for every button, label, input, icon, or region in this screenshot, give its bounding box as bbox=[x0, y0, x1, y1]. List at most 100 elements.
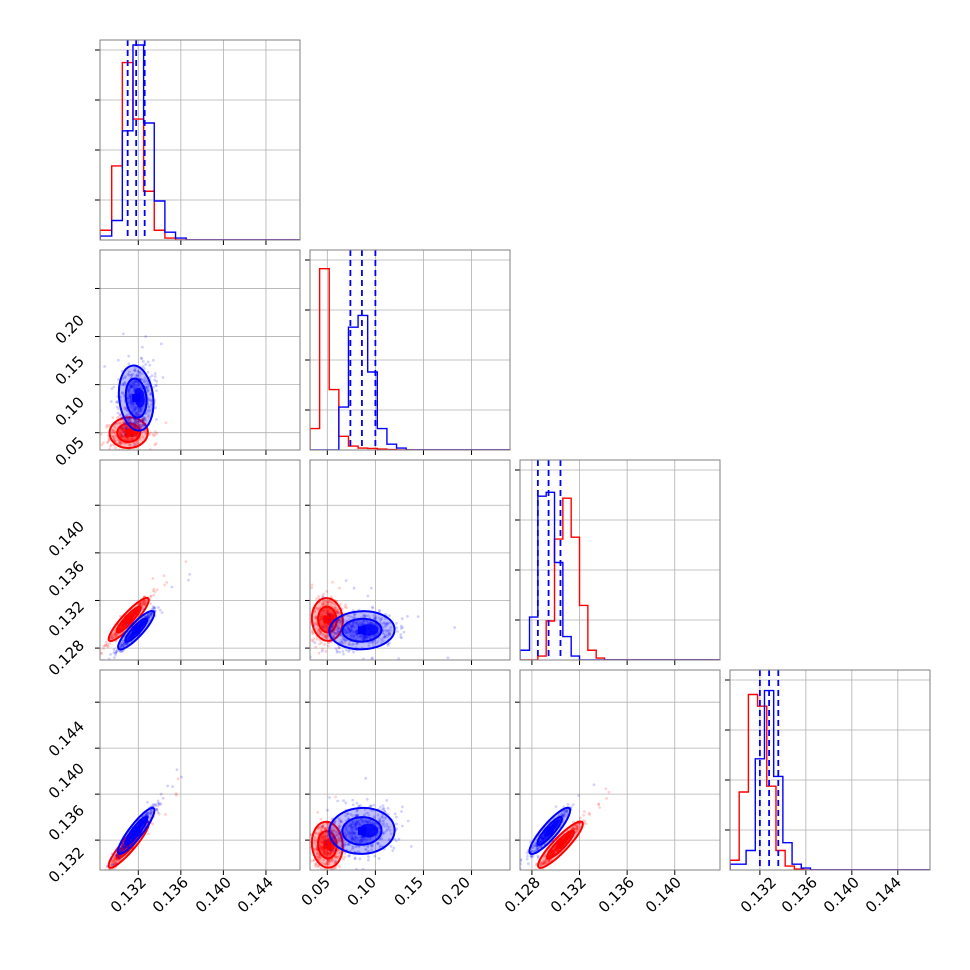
scatter-point bbox=[126, 418, 130, 422]
scatter-point bbox=[344, 579, 348, 583]
scatter-point bbox=[352, 634, 356, 637]
scatter-point bbox=[121, 624, 125, 628]
scatter-point bbox=[557, 848, 560, 852]
scatter-point bbox=[151, 822, 155, 826]
scatter-point bbox=[334, 606, 338, 610]
scatter-point bbox=[135, 373, 139, 377]
scatter-point bbox=[121, 644, 125, 648]
scatter-point bbox=[323, 848, 327, 852]
scatter-point bbox=[355, 665, 358, 668]
scatter-point bbox=[335, 609, 339, 612]
scatter-point bbox=[354, 824, 358, 828]
scatter-point bbox=[313, 836, 317, 839]
scatter-point bbox=[128, 401, 132, 405]
scatter-point bbox=[134, 379, 138, 383]
scatter-point bbox=[143, 380, 146, 384]
scatter-point bbox=[357, 849, 360, 853]
scatter-point bbox=[551, 849, 555, 853]
scatter-point bbox=[144, 813, 148, 817]
scatter-point bbox=[361, 818, 365, 822]
scatter-point bbox=[316, 607, 320, 611]
scatter-point bbox=[142, 416, 146, 420]
scatter-point bbox=[347, 824, 351, 828]
scatter-point bbox=[138, 371, 142, 374]
scatter-point bbox=[350, 643, 354, 647]
scatter-point bbox=[125, 845, 129, 849]
scatter-point bbox=[157, 605, 160, 609]
scatter-point bbox=[357, 845, 361, 849]
scatter-point bbox=[317, 855, 321, 859]
scatter-point bbox=[119, 627, 123, 630]
scatter-point bbox=[139, 425, 143, 429]
scatter-point bbox=[387, 825, 391, 829]
scatter-point bbox=[416, 615, 420, 619]
scatter-point bbox=[323, 626, 327, 630]
scatter-point bbox=[409, 845, 413, 848]
scatter-point bbox=[344, 638, 348, 642]
scatter-point bbox=[334, 856, 338, 860]
scatter-point bbox=[148, 614, 152, 618]
scatter-point bbox=[383, 809, 387, 813]
scatter-point bbox=[152, 587, 156, 591]
scatter-point bbox=[325, 853, 329, 856]
scatter-point bbox=[347, 642, 351, 646]
scatter-point bbox=[113, 421, 117, 425]
scatter-point bbox=[130, 633, 134, 637]
scatter-point bbox=[111, 858, 115, 862]
scatter-point bbox=[307, 619, 310, 622]
scatter-point bbox=[147, 614, 150, 618]
scatter-point bbox=[364, 811, 368, 815]
scatter-point bbox=[378, 629, 382, 632]
scatter-point bbox=[364, 614, 368, 618]
scatter-point bbox=[354, 845, 357, 849]
scatter-point bbox=[122, 848, 126, 852]
scatter-point bbox=[129, 385, 133, 388]
scatter-point bbox=[132, 381, 136, 385]
plot-area bbox=[100, 40, 300, 240]
scatter-point bbox=[120, 427, 124, 431]
scatter-point bbox=[188, 572, 192, 576]
scatter-point bbox=[154, 804, 158, 807]
scatter-point bbox=[121, 428, 125, 431]
scatter-point bbox=[542, 862, 546, 866]
scatter-point bbox=[351, 847, 354, 851]
scatter-point bbox=[332, 602, 336, 606]
scatter-point bbox=[334, 647, 338, 651]
scatter-point bbox=[582, 813, 586, 817]
plot-area bbox=[520, 783, 611, 870]
scatter-point bbox=[114, 633, 117, 636]
scatter-point bbox=[357, 623, 361, 627]
scatter-point bbox=[321, 862, 325, 865]
scatter-point bbox=[336, 832, 340, 836]
scatter-point bbox=[127, 417, 131, 421]
scatter-point bbox=[121, 437, 125, 440]
scatter-point bbox=[387, 838, 391, 841]
scatter-point bbox=[346, 873, 349, 876]
scatter-point bbox=[141, 602, 145, 606]
scatter-point bbox=[132, 386, 135, 390]
scatter-point bbox=[338, 819, 342, 823]
scatter-point bbox=[352, 586, 356, 590]
scatter-point bbox=[377, 609, 381, 613]
scatter-point bbox=[368, 636, 372, 640]
scatter-point bbox=[334, 833, 338, 837]
scatter-point bbox=[180, 775, 183, 779]
scatter-point bbox=[147, 405, 151, 409]
scatter-point bbox=[113, 656, 116, 660]
scatter-point bbox=[323, 862, 327, 866]
scatter-point bbox=[113, 439, 117, 443]
scatter-point bbox=[108, 447, 112, 450]
scatter-point bbox=[342, 638, 346, 642]
scatter-point bbox=[329, 609, 332, 613]
scatter-point bbox=[114, 858, 118, 862]
scatter-point bbox=[314, 626, 318, 630]
scatter-point bbox=[165, 580, 169, 584]
scatter-point bbox=[364, 848, 368, 852]
scatter-point bbox=[141, 607, 145, 610]
scatter-point bbox=[148, 612, 152, 615]
scatter-point bbox=[359, 839, 363, 843]
scatter-point bbox=[354, 820, 358, 824]
scatter-point bbox=[129, 397, 133, 401]
scatter-point bbox=[340, 839, 344, 843]
scatter-point bbox=[319, 847, 323, 851]
